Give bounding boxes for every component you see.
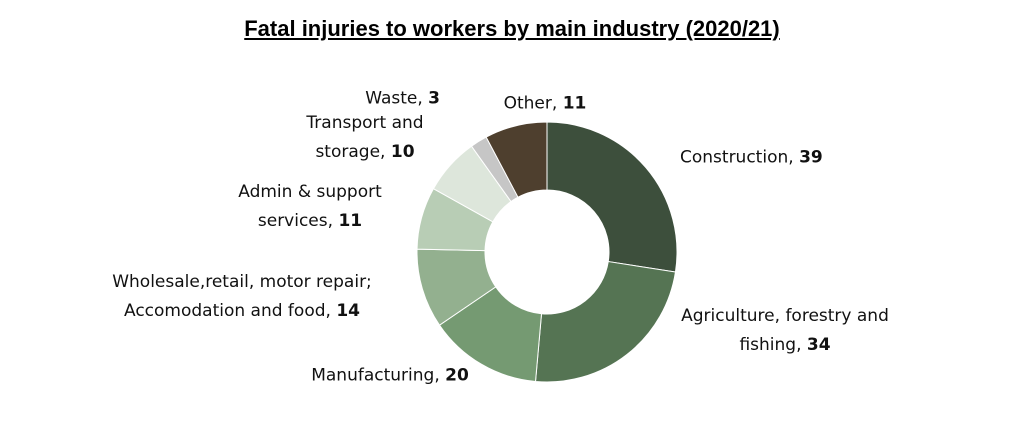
separator: ,: [380, 142, 391, 162]
separator: ,: [788, 147, 800, 168]
separator: ,: [327, 211, 339, 231]
slice: [534, 260, 677, 383]
slice-label: Manufacturing, 20: [280, 362, 500, 391]
separator: ,: [325, 301, 337, 321]
category-name: Admin & support services: [238, 182, 382, 231]
value-label: 11: [338, 211, 363, 231]
value-label: 10: [390, 142, 415, 162]
chart-title: Fatal injuries to workers by main indust…: [244, 16, 780, 41]
value-label: 20: [445, 365, 469, 386]
slice-label: Construction, 39: [680, 144, 880, 173]
slice-label: Agriculture, forestry and fishing, 34: [675, 302, 895, 360]
value-label: 11: [562, 93, 587, 114]
separator: ,: [417, 88, 429, 109]
separator: ,: [796, 335, 807, 355]
category-name: Agriculture, forestry and fishing: [681, 306, 889, 355]
value-label: 3: [428, 88, 440, 109]
slice-label: Wholesale,retail, motor repair; Accomoda…: [107, 268, 377, 326]
value-label: 34: [806, 335, 831, 355]
value-label: 14: [336, 301, 360, 321]
slice-label: Waste, 3: [330, 85, 440, 114]
slice: [546, 121, 678, 273]
slice: [485, 121, 548, 198]
value-label: 39: [799, 147, 823, 168]
slice-label: Admin & support services, 11: [210, 178, 410, 236]
slice-label: Transport and storage, 10: [280, 109, 450, 167]
category-name: Wholesale,retail, motor repair; Accomoda…: [112, 272, 372, 321]
slice-label: Other, 11: [485, 90, 605, 119]
category-name: Other: [503, 93, 552, 114]
category-name: Manufacturing: [311, 365, 435, 386]
separator: ,: [551, 93, 563, 114]
separator: ,: [434, 365, 446, 386]
category-name: Construction: [680, 147, 789, 168]
category-name: Waste: [365, 88, 418, 109]
category-name: Transport and storage: [306, 113, 424, 162]
